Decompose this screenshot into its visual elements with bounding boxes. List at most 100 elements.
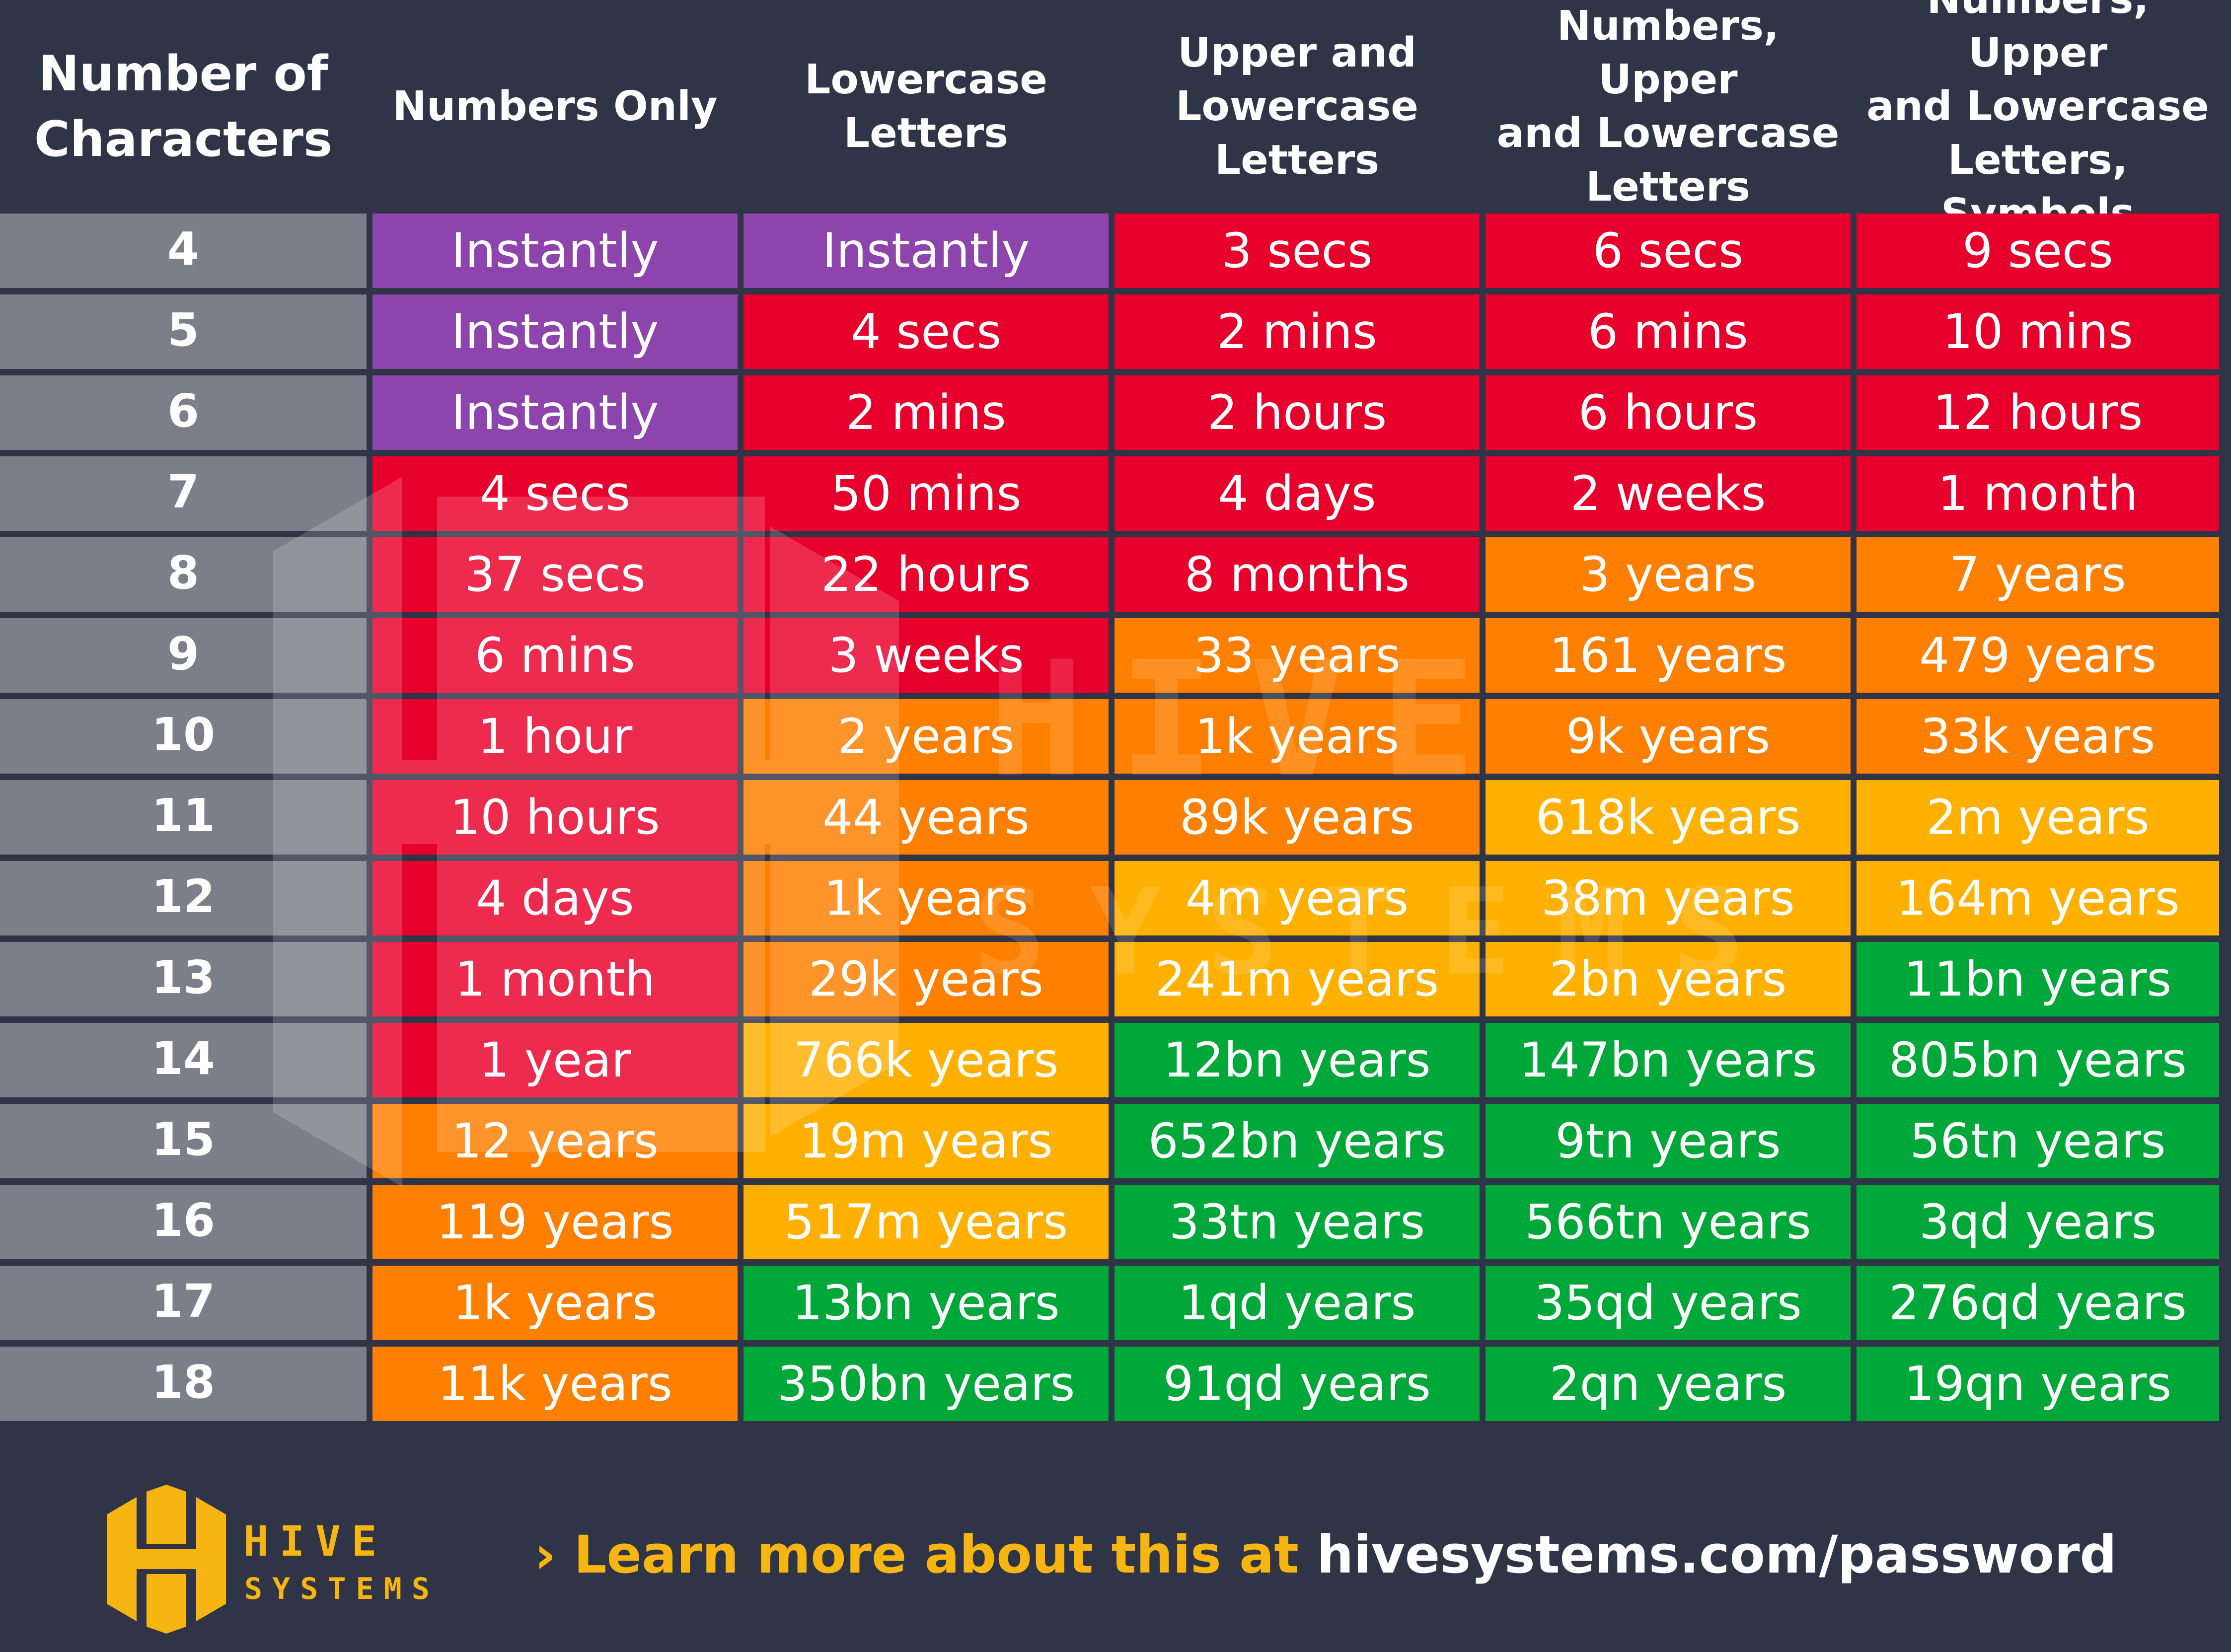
crack-time-cell: 29k years — [744, 942, 1109, 1016]
crack-time-cell: Instantly — [372, 294, 738, 369]
character-count-cell: 12 — [0, 861, 367, 935]
crack-time-cell: 13bn years — [744, 1266, 1109, 1340]
character-count-cell: 4 — [0, 214, 367, 288]
crack-time-cell: 2 mins — [744, 375, 1109, 450]
column-header: Upper and Lowercase Letters — [1176, 29, 1418, 184]
crack-time-cell: 2 years — [744, 699, 1109, 774]
learn-more-prefix: Learn more about this at — [574, 1524, 1317, 1585]
crack-time-cell: 4 days — [372, 861, 738, 935]
column-header: Numbers Only — [392, 83, 718, 130]
crack-time-cell: 479 years — [1857, 618, 2219, 693]
crack-time-cell: 241m years — [1115, 942, 1480, 1016]
crack-time-cell: 2 weeks — [1486, 456, 1851, 531]
character-count-cell: 16 — [0, 1185, 367, 1259]
crack-time-cell: 44 years — [744, 780, 1109, 855]
crack-time-cell: 1 month — [372, 942, 738, 1016]
character-count-cell: 13 — [0, 942, 367, 1016]
table-row: 5 Instantly 4 secs 2 mins 6 mins 10 mins — [0, 294, 2231, 369]
crack-time-cell: 3 weeks — [744, 618, 1109, 693]
character-count-cell: 9 — [0, 618, 367, 693]
crack-time-cell: 2 mins — [1115, 294, 1480, 369]
table-row: 18 11k years 350bn years 91qd years 2qn year… — [0, 1347, 2231, 1421]
crack-time-cell: 50 mins — [744, 456, 1109, 531]
crack-time-cell: 9 secs — [1857, 214, 2219, 288]
crack-time-cell: 6 hours — [1486, 375, 1851, 450]
table-row: 6 Instantly 2 mins 2 hours 6 hours 12 hours — [0, 375, 2231, 450]
character-count-cell: 11 — [0, 780, 367, 855]
crack-time-cell: 164m years — [1857, 861, 2219, 935]
character-count-cell: 17 — [0, 1266, 367, 1340]
logo-text-hive: HIVE — [243, 1517, 388, 1566]
crack-time-cell: 33k years — [1857, 699, 2219, 774]
crack-time-cell: 4 secs — [744, 294, 1109, 369]
crack-time-cell: 2qn years — [1486, 1347, 1851, 1421]
column-header: Number of Characters — [34, 46, 333, 168]
character-count-cell: 8 — [0, 537, 367, 612]
crack-time-cell: 35qd years — [1486, 1266, 1851, 1340]
crack-time-cell: 4 secs — [372, 456, 738, 531]
crack-time-cell: 6 mins — [372, 618, 738, 693]
crack-time-cell: 2bn years — [1486, 942, 1851, 1016]
crack-time-cell: 33 years — [1115, 618, 1480, 693]
crack-time-cell: 517m years — [744, 1185, 1109, 1259]
crack-time-cell: 1k years — [744, 861, 1109, 935]
crack-time-cell: 37 secs — [372, 537, 738, 612]
crack-time-cell: 3 secs — [1115, 214, 1480, 288]
learn-more-url[interactable]: hivesystems.com/password — [1317, 1524, 2117, 1585]
hive-logo-icon — [107, 1485, 226, 1634]
crack-time-cell: 1 hour — [372, 699, 738, 774]
crack-time-cell: 4 days — [1115, 456, 1480, 531]
crack-time-cell: 12bn years — [1115, 1023, 1480, 1097]
crack-time-cell: 566tn years — [1486, 1185, 1851, 1259]
table-row: 15 12 years 19m years 652bn years 9tn years 5… — [0, 1104, 2231, 1178]
logo-text-systems: SYSTEMS — [244, 1572, 440, 1606]
table-row: 14 1 year 766k years 12bn years 147bn years 8… — [0, 1023, 2231, 1097]
column-header: Lowercase Letters — [805, 56, 1047, 157]
crack-time-cell: 11k years — [372, 1347, 738, 1421]
crack-time-cell: 8 months — [1115, 537, 1480, 612]
table-row: 8 37 secs 22 hours 8 months 3 years 7 years — [0, 537, 2231, 612]
crack-time-cell: 6 secs — [1486, 214, 1851, 288]
crack-time-cell: 1k years — [1115, 699, 1480, 774]
character-count-cell: 15 — [0, 1104, 367, 1178]
crack-time-cell: 33tn years — [1115, 1185, 1480, 1259]
crack-time-cell: 12 years — [372, 1104, 738, 1178]
character-count-cell: 14 — [0, 1023, 367, 1097]
chevron-right-icon: › — [534, 1524, 556, 1585]
crack-time-cell: 56tn years — [1857, 1104, 2219, 1178]
crack-time-cell: 1 year — [372, 1023, 738, 1097]
table-row: 16 119 years 517m years 33tn years 566tn yea… — [0, 1185, 2231, 1259]
crack-time-cell: 119 years — [372, 1185, 738, 1259]
column-header: Numbers, Upper and Lowercase Letters — [1496, 2, 1840, 211]
character-count-cell: 10 — [0, 699, 367, 774]
crack-time-cell: 10 mins — [1857, 294, 2219, 369]
table-row: 17 1k years 13bn years 1qd years 35qd years 2… — [0, 1266, 2231, 1340]
crack-time-cell: 618k years — [1486, 780, 1851, 855]
crack-time-cell: 11bn years — [1857, 942, 2219, 1016]
crack-time-cell: 147bn years — [1486, 1023, 1851, 1097]
crack-time-cell: 161 years — [1486, 618, 1851, 693]
crack-time-cell: 38m years — [1486, 861, 1851, 935]
character-count-cell: 18 — [0, 1347, 367, 1421]
column-header: Numbers, Upper and Lowercase Letters, Sy… — [1866, 0, 2209, 237]
crack-time-cell: 652bn years — [1115, 1104, 1480, 1178]
table-row: 12 4 days 1k years 4m years 38m years 164m ye… — [0, 861, 2231, 935]
character-count-cell: 7 — [0, 456, 367, 531]
table-header: Number of Characters Numbers Only Lowercas… — [0, 0, 2231, 237]
crack-time-cell: 766k years — [744, 1023, 1109, 1097]
learn-more-link[interactable]: › Learn more about this at hivesystems.c… — [534, 1524, 2117, 1585]
crack-time-cell: 89k years — [1115, 780, 1480, 855]
table-row: 13 1 month 29k years 241m years 2bn years 11b… — [0, 942, 2231, 1016]
crack-time-cell: 2 hours — [1115, 375, 1480, 450]
crack-time-cell: 19qn years — [1857, 1347, 2219, 1421]
crack-time-cell: 22 hours — [744, 537, 1109, 612]
crack-time-cell: 1qd years — [1115, 1266, 1480, 1340]
crack-time-cell: 91qd years — [1115, 1347, 1480, 1421]
crack-time-cell: 9k years — [1486, 699, 1851, 774]
table-row: 4 Instantly Instantly 3 secs 6 secs 9 secs — [0, 214, 2231, 288]
crack-time-cell: 3 years — [1486, 537, 1851, 612]
crack-time-cell: 6 mins — [1486, 294, 1851, 369]
crack-time-cell: 10 hours — [372, 780, 738, 855]
crack-time-cell: Instantly — [372, 375, 738, 450]
